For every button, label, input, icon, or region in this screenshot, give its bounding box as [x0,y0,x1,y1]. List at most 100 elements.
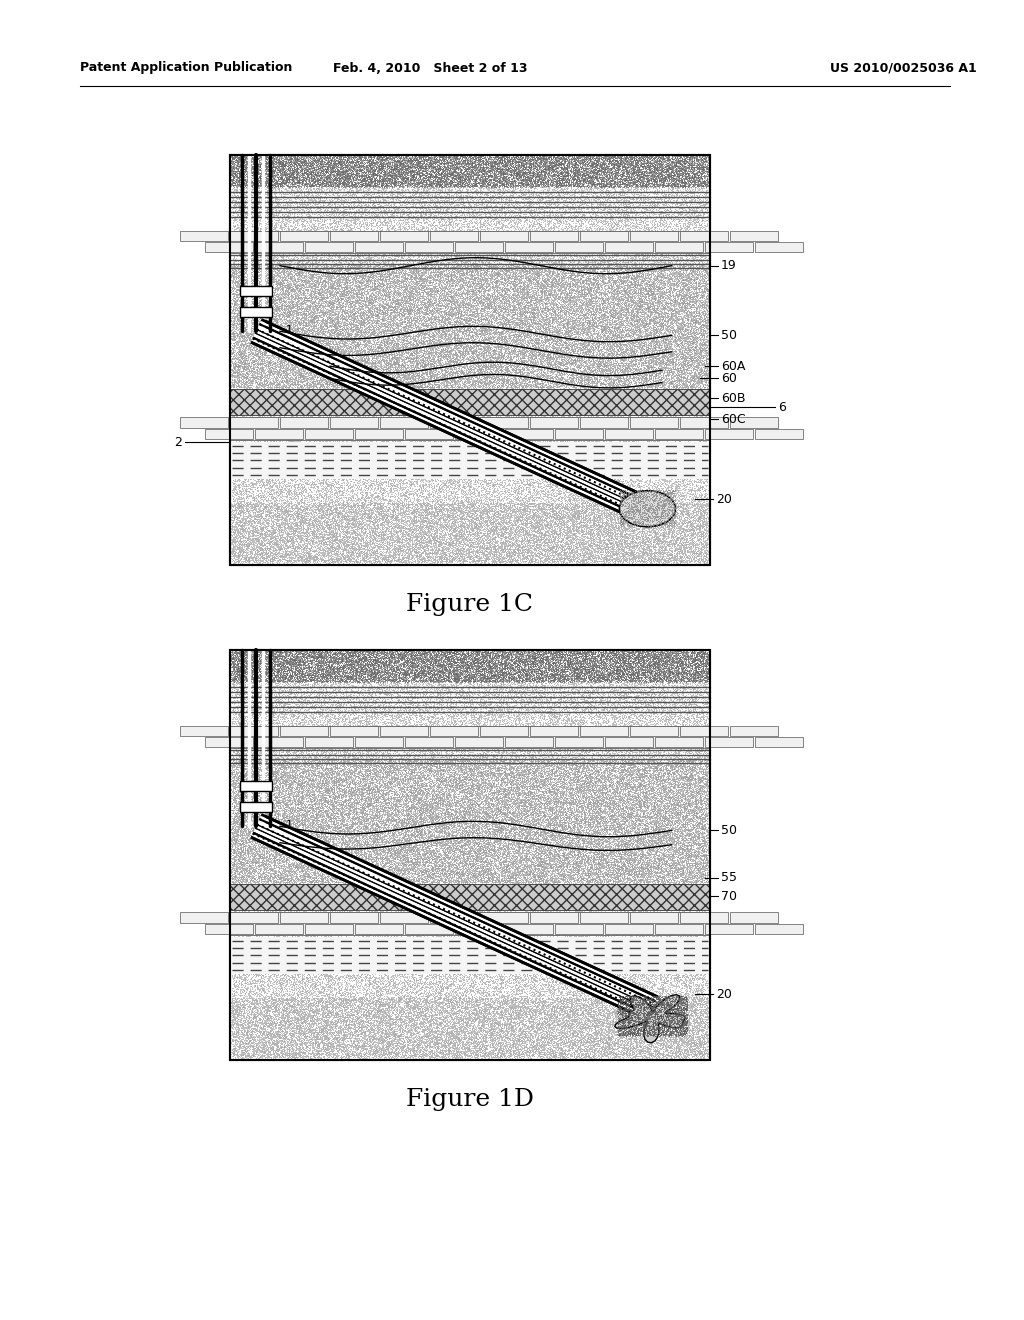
Text: 60B: 60B [721,392,745,405]
Bar [240,306,272,317]
Bar [380,912,428,923]
Bar [755,242,803,252]
Bar [580,726,628,737]
Text: 60A: 60A [721,359,745,372]
Bar [406,242,453,252]
Bar [480,417,528,428]
Bar [630,417,678,428]
Bar [230,417,278,428]
Polygon shape [620,491,676,527]
Bar [230,937,710,974]
Bar [240,781,272,792]
Bar [555,429,603,440]
Bar [530,417,578,428]
Text: Figure 1D: Figure 1D [406,1088,534,1111]
Bar [455,242,503,252]
Text: 6: 6 [778,401,785,413]
Bar [230,912,278,923]
Bar [455,429,503,440]
Text: 20: 20 [716,987,732,1001]
Bar [380,231,428,242]
Bar [305,924,353,935]
Bar [630,912,678,923]
Text: 2: 2 [174,436,182,449]
Bar [280,417,328,428]
Bar [230,417,710,440]
Bar [730,417,778,428]
Bar [655,737,703,747]
Bar [305,242,353,252]
Bar [230,154,710,565]
Bar [480,231,528,242]
Bar [555,924,603,935]
Bar [180,417,228,428]
Bar [730,231,778,242]
Bar [755,924,803,935]
Bar [406,429,453,440]
Text: 50: 50 [721,824,737,837]
Bar [230,231,278,242]
Bar [755,429,803,440]
Bar [205,924,253,935]
Bar [280,912,328,923]
Bar [430,231,478,242]
Bar [655,924,703,935]
Bar [230,883,710,911]
Bar [505,924,553,935]
Bar [555,242,603,252]
Bar [180,231,228,242]
Bar [280,231,328,242]
Bar [455,737,503,747]
Bar [430,912,478,923]
Bar [480,726,528,737]
Bar [530,912,578,923]
Text: 60C: 60C [721,413,745,426]
Bar [380,726,428,737]
Bar [430,726,478,737]
Bar [330,231,378,242]
Polygon shape [252,321,657,524]
Bar [605,924,653,935]
Bar [755,737,803,747]
Polygon shape [252,816,657,1019]
Bar [630,231,678,242]
Bar [205,242,253,252]
Text: 1: 1 [286,325,293,335]
Bar [330,912,378,923]
Bar [580,231,628,242]
Bar [330,417,378,428]
Bar [580,912,628,923]
Bar [680,417,728,428]
Bar [630,726,678,737]
Bar [605,429,653,440]
Bar [455,924,503,935]
Text: 20: 20 [716,492,732,506]
Text: 50: 50 [721,329,737,342]
Bar [406,924,453,935]
Text: Feb. 4, 2010   Sheet 2 of 13: Feb. 4, 2010 Sheet 2 of 13 [333,62,527,74]
Bar [230,388,710,416]
Bar [605,242,653,252]
Text: 60: 60 [721,372,737,385]
Bar [255,924,303,935]
Bar [530,726,578,737]
Bar [240,286,272,297]
Text: 70: 70 [721,890,737,903]
Bar [655,242,703,252]
Text: 19: 19 [721,259,736,272]
Bar [305,429,353,440]
Bar [230,154,710,565]
Bar [530,231,578,242]
Polygon shape [614,995,685,1043]
Bar [406,737,453,747]
Bar [240,801,272,812]
Bar [380,417,428,428]
Bar [705,924,753,935]
Bar [180,726,228,737]
Bar [230,726,278,737]
Bar [280,726,328,737]
Bar [505,242,553,252]
Bar [230,649,710,1060]
Bar [230,726,710,748]
Text: 1: 1 [286,820,293,830]
